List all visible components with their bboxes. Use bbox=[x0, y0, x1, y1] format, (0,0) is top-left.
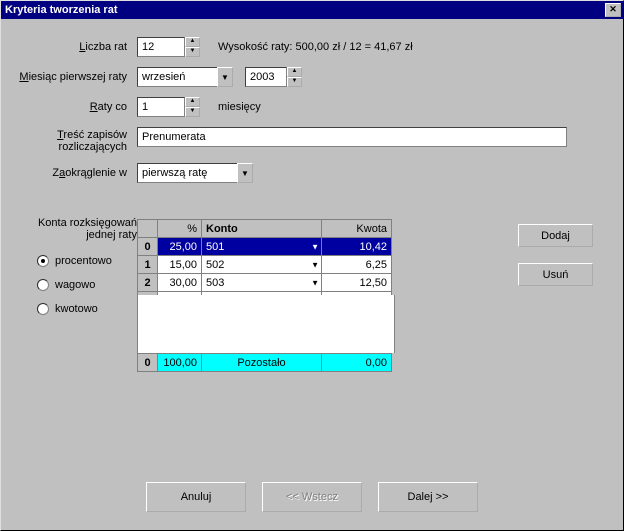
chevron-down-icon[interactable]: ▼ bbox=[311, 278, 319, 287]
chevron-down-icon[interactable]: ▼ bbox=[237, 163, 253, 183]
spin-down-icon[interactable]: ▼ bbox=[287, 77, 302, 87]
cell-pct[interactable]: 30,00 bbox=[158, 274, 202, 292]
year-spinner[interactable]: ▲ ▼ bbox=[245, 67, 302, 87]
close-button[interactable]: ✕ bbox=[605, 3, 621, 17]
table-row[interactable]: 0 25,00 501▼ 10,42 bbox=[138, 238, 392, 256]
table-row[interactable]: 2 30,00 503▼ 12,50 bbox=[138, 274, 392, 292]
allocation-mode-radiogroup: procentowo wagowo kwotowo bbox=[37, 255, 112, 315]
usun-button[interactable]: Usuń bbox=[518, 263, 593, 286]
label-raty-co: Raty co bbox=[19, 101, 137, 113]
header-konto: Konto bbox=[202, 220, 322, 238]
radio-icon bbox=[37, 255, 49, 267]
year-input[interactable] bbox=[245, 67, 287, 87]
cell-idx: 1 bbox=[138, 256, 158, 274]
table-header-row: % Konto Kwota bbox=[138, 220, 392, 238]
label-miesiecy: miesięcy bbox=[218, 101, 261, 113]
window-title: Kryteria tworzenia rat bbox=[5, 4, 117, 16]
spin-up-icon[interactable]: ▲ bbox=[185, 97, 200, 107]
liczba-rat-spinner[interactable]: ▲ ▼ bbox=[137, 37, 200, 57]
radio-kwotowo[interactable]: kwotowo bbox=[37, 303, 112, 315]
wysokosc-raty-text: Wysokość raty: 500,00 zł / 12 = 41,67 zł bbox=[218, 41, 413, 53]
table-row[interactable]: 1 15,00 502▼ 6,25 bbox=[138, 256, 392, 274]
totals-row: 0 100,00 Pozostało 0,00 bbox=[137, 353, 392, 372]
cell-idx: 2 bbox=[138, 274, 158, 292]
chevron-down-icon[interactable]: ▼ bbox=[217, 67, 233, 87]
month-combo[interactable]: ▼ bbox=[137, 67, 233, 87]
spin-up-icon[interactable]: ▲ bbox=[185, 37, 200, 47]
total-idx: 0 bbox=[138, 354, 158, 372]
spin-up-icon[interactable]: ▲ bbox=[287, 67, 302, 77]
total-label: Pozostało bbox=[202, 354, 322, 372]
radio-label: procentowo bbox=[55, 255, 112, 267]
month-input[interactable] bbox=[137, 67, 217, 87]
liczba-rat-input[interactable] bbox=[137, 37, 185, 57]
label-miesiac: Miesiąc pierwszej raty bbox=[19, 71, 137, 83]
raty-co-spinner[interactable]: ▲ ▼ bbox=[137, 97, 200, 117]
cell-konto[interactable]: 503▼ bbox=[202, 274, 322, 292]
chevron-down-icon[interactable]: ▼ bbox=[311, 242, 319, 251]
total-pct: 100,00 bbox=[158, 354, 202, 372]
header-pct: % bbox=[158, 220, 202, 238]
radio-icon bbox=[37, 303, 49, 315]
header-kwota: Kwota bbox=[322, 220, 392, 238]
cell-pct[interactable]: 15,00 bbox=[158, 256, 202, 274]
cell-kwota[interactable]: 12,50 bbox=[322, 274, 392, 292]
radio-wagowo[interactable]: wagowo bbox=[37, 279, 112, 291]
radio-label: kwotowo bbox=[55, 303, 98, 315]
cell-kwota[interactable]: 6,25 bbox=[322, 256, 392, 274]
spin-down-icon[interactable]: ▼ bbox=[185, 47, 200, 57]
label-konta: Konta rozksięgowań jednej raty bbox=[19, 217, 137, 241]
cell-kwota[interactable]: 10,42 bbox=[322, 238, 392, 256]
anuluj-button[interactable]: Anuluj bbox=[146, 482, 246, 512]
total-kwota: 0,00 bbox=[322, 354, 392, 372]
header-blank bbox=[138, 220, 158, 238]
titlebar: Kryteria tworzenia rat ✕ bbox=[1, 1, 623, 19]
cell-konto[interactable]: 502▼ bbox=[202, 256, 322, 274]
spin-down-icon[interactable]: ▼ bbox=[185, 107, 200, 117]
cell-pct[interactable]: 25,00 bbox=[158, 238, 202, 256]
label-zaokraglenie: Zaokrąglenie w bbox=[19, 167, 137, 179]
dialog-window: Kryteria tworzenia rat ✕ Liczba rat ▲ ▼ … bbox=[0, 0, 624, 531]
grid-whitespace bbox=[137, 295, 395, 353]
radio-label: wagowo bbox=[55, 279, 95, 291]
raty-co-input[interactable] bbox=[137, 97, 185, 117]
label-tresc: Treść zapisówrozliczających bbox=[19, 127, 137, 153]
zaokraglenie-combo[interactable]: ▼ bbox=[137, 163, 253, 183]
radio-procentowo[interactable]: procentowo bbox=[37, 255, 112, 267]
wstecz-button[interactable]: << Wstecz bbox=[262, 482, 362, 512]
dodaj-button[interactable]: Dodaj bbox=[518, 224, 593, 247]
dalej-button[interactable]: Dalej >> bbox=[378, 482, 478, 512]
dialog-body: Liczba rat ▲ ▼ Wysokość raty: 500,00 zł … bbox=[1, 19, 623, 530]
cell-idx: 0 bbox=[138, 238, 158, 256]
radio-dot-icon bbox=[41, 259, 45, 263]
radio-icon bbox=[37, 279, 49, 291]
tresc-input[interactable] bbox=[137, 127, 567, 147]
zaokraglenie-input[interactable] bbox=[137, 163, 237, 183]
label-liczba-rat: Liczba rat bbox=[19, 41, 137, 53]
chevron-down-icon[interactable]: ▼ bbox=[311, 260, 319, 269]
cell-konto[interactable]: 501▼ bbox=[202, 238, 322, 256]
